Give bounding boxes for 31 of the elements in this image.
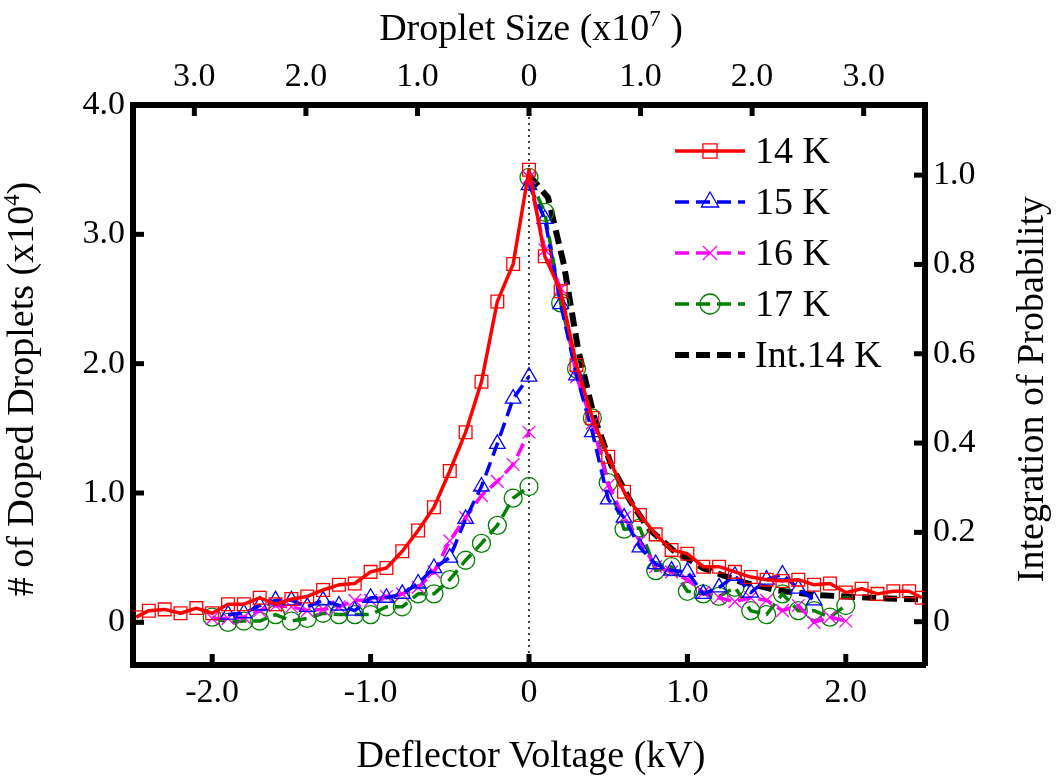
- x-tick-label: 2.0: [824, 672, 868, 710]
- x-tick-label: -2.0: [185, 672, 240, 710]
- y2-tick-label: 0.4: [933, 421, 976, 459]
- x-axis-title: Deflector Voltage (kV): [355, 733, 707, 775]
- x-tick-label: 0: [520, 672, 538, 710]
- legend-label: 15 K: [755, 179, 831, 222]
- y2-tick-label: 0.2: [933, 511, 976, 549]
- x2-tick-label: 3.0: [842, 55, 885, 93]
- legend-label: Int.14 K: [755, 332, 883, 375]
- x2-tick-label: 1.0: [619, 55, 662, 93]
- x2-tick-label: 1.0: [396, 55, 439, 93]
- y-tick-label: 0: [108, 601, 125, 639]
- y2-tick-label: 0.6: [933, 332, 976, 370]
- y2-tick-label: 1.0: [933, 154, 976, 192]
- x2-tick-label: 0: [520, 55, 538, 93]
- y2-axis-title: Integration of Probability: [1009, 194, 1051, 585]
- legend-label: 14 K: [755, 128, 831, 171]
- x2-tick-label: 2.0: [730, 55, 774, 93]
- x2-tick-label: 3.0: [173, 55, 216, 93]
- x-tick-label: -1.0: [343, 672, 398, 710]
- x-tick-label: 1.0: [666, 672, 709, 710]
- y-tick-label: 1.0: [82, 471, 125, 509]
- y-tick-label: 2.0: [82, 342, 125, 380]
- y-tick-label: 3.0: [82, 213, 125, 251]
- x2-axis-title: Droplet Size (x10$^{7}$ ): [378, 6, 684, 48]
- y-tick-label: 4.0: [82, 83, 125, 121]
- y2-tick-label: 0: [933, 600, 950, 638]
- x2-tick-label: 2.0: [284, 55, 328, 93]
- legend-label: 16 K: [755, 230, 831, 273]
- y2-tick-label: 0.8: [933, 243, 976, 281]
- legend-label: 17 K: [755, 281, 831, 324]
